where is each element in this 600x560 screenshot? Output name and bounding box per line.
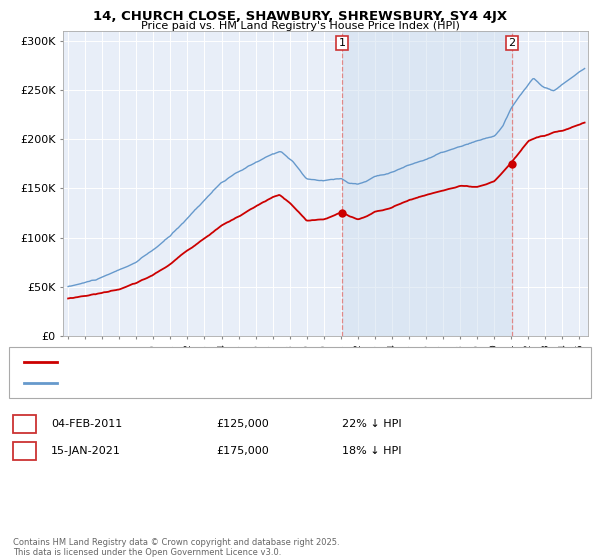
Text: 18% ↓ HPI: 18% ↓ HPI [342,446,401,456]
Text: 14, CHURCH CLOSE, SHAWBURY, SHREWSBURY, SY4 4JX (semi-detached house): 14, CHURCH CLOSE, SHAWBURY, SHREWSBURY, … [62,358,440,367]
Text: Price paid vs. HM Land Registry's House Price Index (HPI): Price paid vs. HM Land Registry's House … [140,21,460,31]
Text: 2: 2 [508,38,515,48]
Text: 15-JAN-2021: 15-JAN-2021 [51,446,121,456]
Text: 14, CHURCH CLOSE, SHAWBURY, SHREWSBURY, SY4 4JX: 14, CHURCH CLOSE, SHAWBURY, SHREWSBURY, … [93,10,507,23]
Text: £125,000: £125,000 [216,419,269,429]
Text: 04-FEB-2011: 04-FEB-2011 [51,419,122,429]
Text: 2: 2 [21,446,28,456]
Text: 1: 1 [21,419,28,429]
Text: 1: 1 [339,38,346,48]
Text: £175,000: £175,000 [216,446,269,456]
Text: Contains HM Land Registry data © Crown copyright and database right 2025.
This d: Contains HM Land Registry data © Crown c… [13,538,340,557]
Text: 22% ↓ HPI: 22% ↓ HPI [342,419,401,429]
Bar [343,31,512,336]
Text: HPI: Average price, semi-detached house, Shropshire: HPI: Average price, semi-detached house,… [62,378,314,387]
